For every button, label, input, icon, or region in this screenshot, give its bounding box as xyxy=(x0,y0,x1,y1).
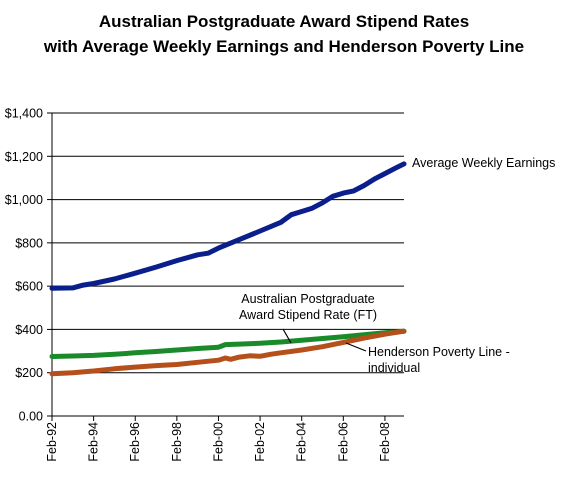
y-tick-label: $800 xyxy=(15,236,43,250)
x-tick-label: Feb-94 xyxy=(87,422,101,462)
series-group xyxy=(49,161,407,377)
x-tick-label: Feb-96 xyxy=(128,422,142,462)
x-tick-label: Feb-92 xyxy=(45,422,59,462)
x-tick-label: Feb-08 xyxy=(378,422,392,462)
series-line-3 xyxy=(49,328,407,377)
y-tick-label: 0.00 xyxy=(19,410,43,424)
x-tick-label: Feb-98 xyxy=(170,422,184,462)
chart-title-line-1: Australian Postgraduate Award Stipend Ra… xyxy=(99,12,469,31)
plot-area xyxy=(52,113,404,416)
chart-title-line-2: with Average Weekly Earnings and Henders… xyxy=(43,37,524,56)
x-axis: Feb-92 Feb-94 Feb-96 Feb-98 Feb-00 Feb-02 Feb-… xyxy=(45,415,404,462)
y-tick-label: $200 xyxy=(15,366,43,380)
x-tick-label: Feb-06 xyxy=(336,422,350,462)
y-tick-label: $1,200 xyxy=(5,150,43,164)
y-tick-label: $1,400 xyxy=(5,107,43,121)
series-label-2: Award Stipend Rate (FT) xyxy=(239,308,377,322)
series-label-3: Henderson Poverty Line - xyxy=(368,345,510,359)
leader-line-2 xyxy=(282,328,292,344)
series-line-1 xyxy=(49,161,407,291)
y-axis: 0.00 $200 $400 $600 $800 $1,000 $1,200 $1,400 xyxy=(5,107,53,424)
series-line-2 xyxy=(49,328,407,359)
x-tick-label: Feb-02 xyxy=(253,422,267,462)
series-label-1: Average Weekly Earnings xyxy=(412,156,555,170)
gridlines xyxy=(52,112,404,374)
x-tick-label: Feb-00 xyxy=(211,422,225,462)
y-tick-label: $600 xyxy=(15,280,43,294)
y-tick-label: $400 xyxy=(15,323,43,337)
series-label-2: Australian Postgraduate xyxy=(241,292,374,306)
x-tick-label: Feb-04 xyxy=(295,422,309,462)
leader-line-3 xyxy=(345,342,367,352)
y-tick-label: $1,000 xyxy=(5,193,43,207)
annotations: Average Weekly Earnings Australian Postgr… xyxy=(239,156,555,375)
series-label-3: individual xyxy=(368,361,420,375)
